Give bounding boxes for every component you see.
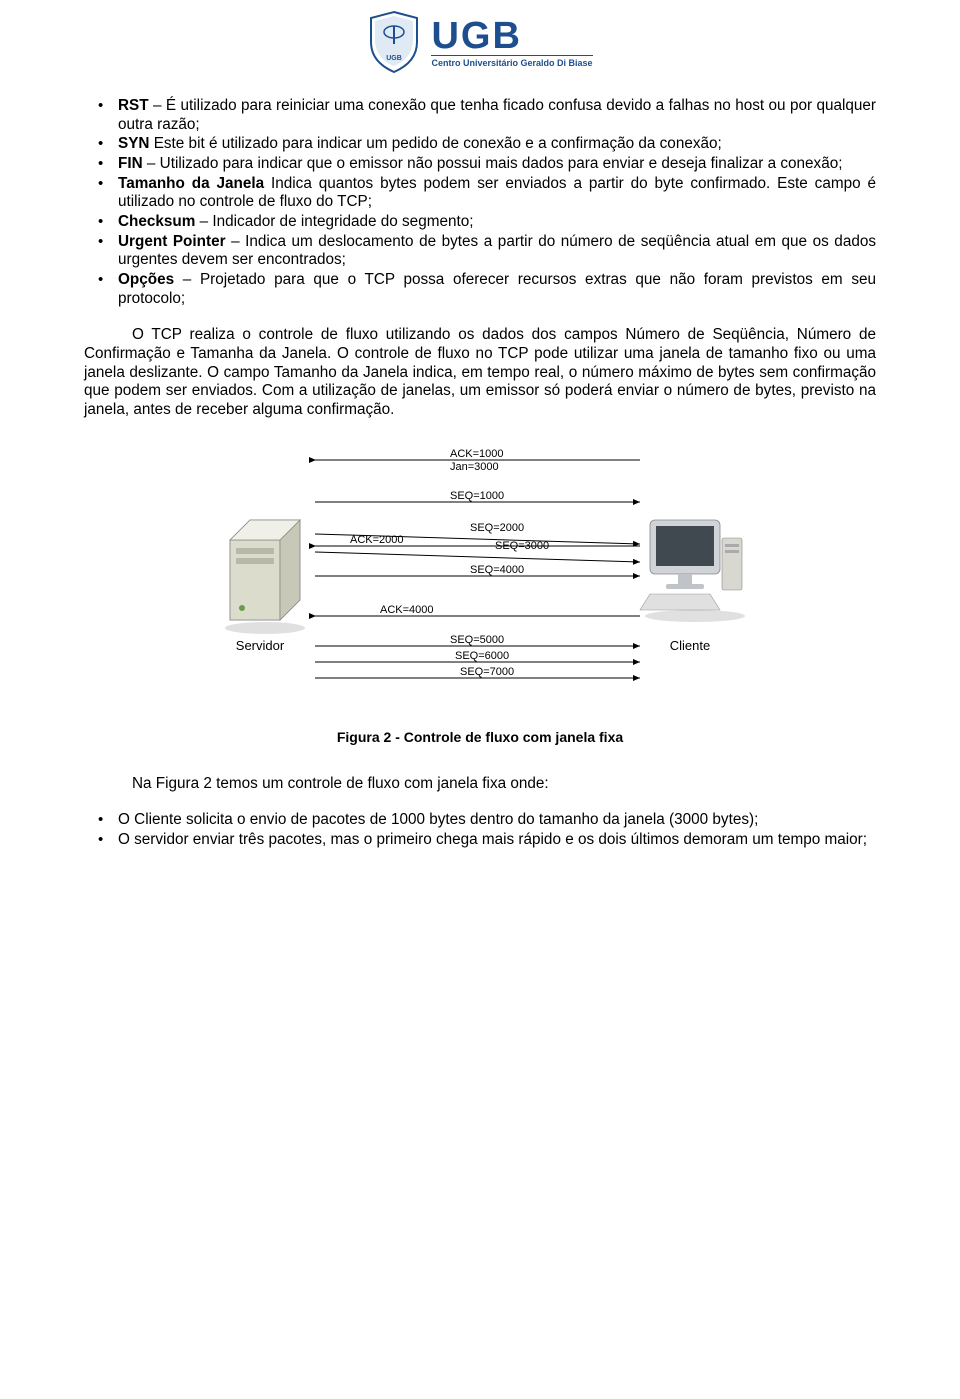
- svg-text:ACK=1000: ACK=1000: [450, 448, 504, 460]
- svg-text:Jan=3000: Jan=3000: [450, 461, 499, 473]
- list-item: FIN – Utilizado para indicar que o emiss…: [84, 155, 876, 174]
- svg-text:SEQ=1000: SEQ=1000: [450, 490, 504, 502]
- svg-text:SEQ=6000: SEQ=6000: [455, 650, 509, 662]
- term: RST: [118, 97, 149, 114]
- svg-text:SEQ=7000: SEQ=7000: [460, 666, 514, 678]
- figure-caption: Figura 2 - Controle de fluxo com janela …: [84, 729, 876, 745]
- svg-text:SEQ=2000: SEQ=2000: [470, 522, 524, 534]
- list-item: Tamanho da Janela Indica quantos bytes p…: [84, 175, 876, 212]
- svg-text:SEQ=4000: SEQ=4000: [470, 564, 524, 576]
- list-item: O Cliente solicita o envio de pacotes de…: [84, 811, 876, 830]
- page-container: UGB UGB Centro Universitário Geraldo Di …: [0, 0, 960, 907]
- client-icon: [640, 520, 745, 622]
- term: Checksum: [118, 213, 195, 230]
- server-icon: [225, 520, 305, 634]
- desc: – Projetado para que o TCP possa oferece…: [118, 271, 876, 307]
- logo-subtitle: Centro Universitário Geraldo Di Biase: [431, 55, 592, 68]
- list-item: Urgent Pointer – Indica um deslocamento …: [84, 233, 876, 270]
- paragraph-figure-intro: Na Figura 2 temos um controle de fluxo c…: [84, 775, 876, 794]
- flow-diagram: Servidor Cliente: [200, 440, 760, 710]
- list-item: SYN Este bit é utilizado para indicar um…: [84, 135, 876, 154]
- figure-explanation-list: O Cliente solicita o envio de pacotes de…: [84, 811, 876, 849]
- list-item: Checksum – Indicador de integridade do s…: [84, 213, 876, 232]
- term: FIN: [118, 155, 143, 172]
- logo: UGB UGB Centro Universitário Geraldo Di …: [367, 10, 592, 74]
- list-item: Opções – Projetado para que o TCP possa …: [84, 271, 876, 308]
- arrows: ACK=1000Jan=3000SEQ=1000SEQ=2000SEQ=3000…: [315, 448, 640, 678]
- svg-text:SEQ=5000: SEQ=5000: [450, 634, 504, 646]
- desc: – Utilizado para indicar que o emissor n…: [143, 155, 843, 172]
- server-label: Servidor: [236, 638, 285, 653]
- term: Opções: [118, 271, 174, 288]
- logo-area: UGB UGB Centro Universitário Geraldo Di …: [84, 0, 876, 97]
- paragraph-flow-control: O TCP realiza o controle de fluxo utiliz…: [84, 326, 876, 419]
- term: Tamanho da Janela: [118, 175, 264, 192]
- svg-text:ACK=2000: ACK=2000: [350, 534, 404, 546]
- svg-text:ACK=4000: ACK=4000: [380, 604, 434, 616]
- figure-2: Servidor Cliente: [84, 440, 876, 745]
- ugb-shield-icon: UGB: [367, 10, 421, 74]
- desc: – É utilizado para reiniciar uma conexão…: [118, 97, 876, 133]
- list-item: O servidor enviar três pacotes, mas o pr…: [84, 831, 876, 850]
- desc: – Indica um deslocamento de bytes a part…: [118, 233, 876, 269]
- svg-text:UGB: UGB: [387, 55, 403, 62]
- desc: – Indicador de integridade do segmento;: [195, 213, 473, 230]
- logo-main: UGB: [431, 17, 521, 55]
- desc: Este bit é utilizado para indicar um ped…: [149, 135, 721, 152]
- field-definitions-list: RST – É utilizado para reiniciar uma con…: [84, 97, 876, 308]
- term: SYN: [118, 135, 149, 152]
- logo-text: UGB Centro Universitário Geraldo Di Bias…: [431, 17, 592, 68]
- client-label: Cliente: [670, 638, 710, 653]
- term: Urgent Pointer: [118, 233, 226, 250]
- list-item: RST – É utilizado para reiniciar uma con…: [84, 97, 876, 134]
